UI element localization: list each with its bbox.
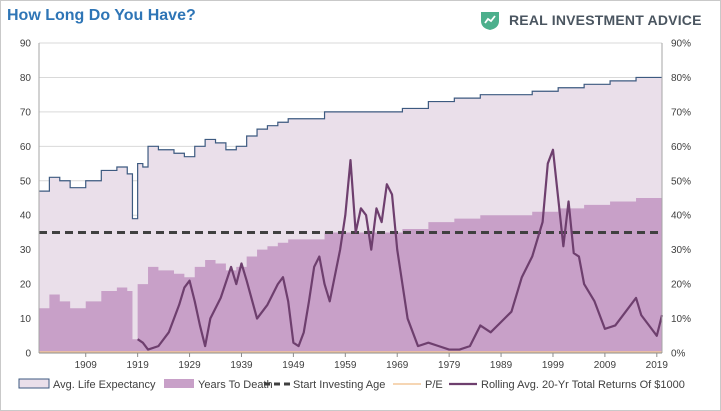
y-tick-label-right: 40%	[671, 211, 691, 222]
y-tick-label-right: 80%	[671, 73, 691, 84]
y-tick-label-left: 50	[20, 176, 32, 187]
brand-name: REAL INVESTMENT ADVICE	[509, 12, 702, 28]
y-tick-label-right: 20%	[671, 280, 691, 291]
x-tick-label: 1909	[75, 360, 98, 371]
y-tick-label-right: 90%	[671, 39, 691, 50]
y-tick-label-right: 60%	[671, 142, 691, 153]
legend-label: Rolling Avg. 20-Yr Total Returns Of $100…	[481, 379, 685, 391]
x-tick-label: 1949	[282, 360, 305, 371]
x-tick-label: 1919	[127, 360, 150, 371]
y-tick-label-left: 70	[20, 107, 32, 118]
legend-label: Avg. Life Expectancy	[53, 379, 156, 391]
y-tick-label-left: 90	[20, 39, 32, 50]
legend-label: Start Investing Age	[293, 379, 385, 391]
rolling-returns-line	[137, 148, 664, 351]
y-tick-label-left: 60	[20, 142, 32, 153]
chart-title: How Long Do You Have?	[7, 7, 196, 24]
y-tick-label-left: 10	[20, 314, 32, 325]
life-expectancy-line	[39, 76, 662, 220]
x-tick-label: 2009	[594, 360, 617, 371]
y-tick-label-right: 30%	[671, 245, 691, 256]
legend-label: Years To Death	[198, 379, 273, 391]
x-tick-label: 1969	[386, 360, 409, 371]
legend-swatch	[164, 379, 194, 388]
y-tick-label-right: 10%	[671, 314, 691, 325]
x-tick-label: 1939	[230, 360, 253, 371]
x-tick-label: 1979	[438, 360, 461, 371]
x-tick-label: 2019	[646, 360, 669, 371]
legend: Avg. Life Expectancy Years To Death Start …	[18, 378, 685, 391]
shield-logo-icon	[481, 12, 499, 30]
x-tick-label: 1929	[178, 360, 201, 371]
x-tick-label: 1999	[542, 360, 565, 371]
x-tick-label: 1989	[490, 360, 513, 371]
y-tick-label-right: 50%	[671, 176, 691, 187]
y-tick-label-left: 80	[20, 73, 32, 84]
legend-label: P/E	[425, 379, 443, 391]
y-tick-label-right: 70%	[671, 107, 691, 118]
y-tick-label-left: 0	[25, 349, 31, 360]
y-tick-label-right: 0%	[671, 349, 686, 360]
y-tick-label-left: 20	[20, 280, 32, 291]
y-tick-label-left: 40	[20, 211, 32, 222]
years-to-death-area	[39, 198, 662, 353]
x-tick-label: 1959	[334, 360, 357, 371]
legend-swatch	[18, 378, 50, 389]
y-tick-label-left: 30	[20, 245, 32, 256]
brand-logo: REAL INVESTMENT ADVICE	[479, 9, 702, 31]
